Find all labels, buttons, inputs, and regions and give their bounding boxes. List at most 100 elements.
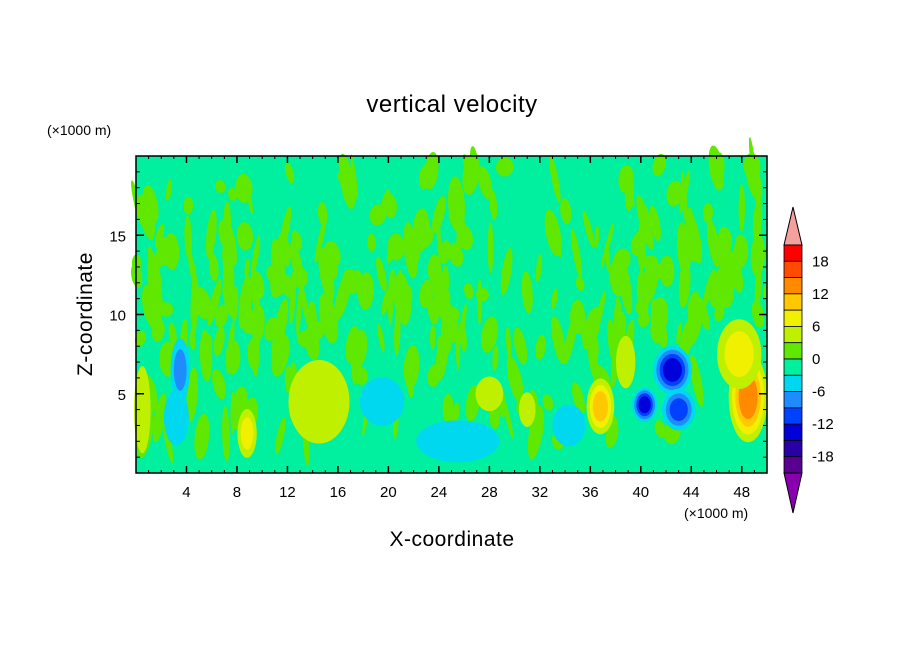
field-streak xyxy=(750,234,765,277)
field-contour xyxy=(669,398,688,421)
field-streak xyxy=(570,228,582,278)
y-axis-label: Z-coordinate xyxy=(74,252,97,376)
field-streak xyxy=(388,268,395,309)
field-contour xyxy=(416,420,500,463)
field-streak xyxy=(636,194,654,250)
field-streak xyxy=(199,330,213,382)
field-streak xyxy=(469,146,479,182)
field-streak xyxy=(447,176,466,233)
field-streak xyxy=(251,234,261,278)
field-streak xyxy=(718,242,734,299)
field-streak xyxy=(680,170,688,223)
field-contour xyxy=(173,349,187,391)
field-streak xyxy=(535,334,546,361)
field-streak xyxy=(527,405,544,460)
field-streak xyxy=(377,324,385,352)
field-streak xyxy=(726,250,744,293)
field-streak xyxy=(649,205,661,242)
field-streak xyxy=(209,253,219,282)
field-streak xyxy=(575,276,585,292)
field-streak xyxy=(384,194,397,219)
field-streak xyxy=(427,298,439,325)
field-streak xyxy=(505,326,512,360)
field-streak xyxy=(163,232,180,271)
field-streak xyxy=(279,206,292,253)
field-streak xyxy=(652,153,667,177)
field-streak xyxy=(154,223,165,249)
field-streak xyxy=(689,354,704,407)
field-streak xyxy=(683,271,691,293)
field-streak xyxy=(432,195,446,234)
field-streak xyxy=(551,316,566,364)
field-streak xyxy=(235,173,253,203)
field-contour xyxy=(662,358,682,382)
colorbar-extend-max xyxy=(783,206,803,246)
field-streak xyxy=(703,269,716,308)
field-streak xyxy=(314,217,327,264)
colorbar-label: 6 xyxy=(812,318,820,335)
x-tick-label: 20 xyxy=(380,484,397,501)
field-contour xyxy=(518,392,536,427)
field-streak xyxy=(207,278,222,326)
field-streak xyxy=(244,258,250,277)
field-streak xyxy=(642,255,659,271)
field-streak xyxy=(415,224,434,248)
field-streak xyxy=(350,356,356,385)
field-streak xyxy=(184,215,192,261)
field-streak xyxy=(685,210,702,264)
colorbar-label: 0 xyxy=(812,351,820,368)
field-streak xyxy=(350,154,358,200)
field-streak xyxy=(155,250,163,268)
field-streak xyxy=(186,367,198,423)
field-streak xyxy=(352,269,365,295)
field-streak xyxy=(743,153,761,180)
field-streak xyxy=(291,230,303,251)
field-streak xyxy=(438,240,452,264)
field-streak xyxy=(715,152,725,176)
field-streak xyxy=(495,157,514,177)
field-streak xyxy=(275,417,286,455)
field-streak xyxy=(754,269,761,323)
field-streak xyxy=(560,198,572,225)
colorbar-swatch xyxy=(783,260,803,278)
field-contour xyxy=(592,391,609,422)
field-streak xyxy=(367,233,376,252)
x-tick-label: 24 xyxy=(431,484,448,501)
field-streak xyxy=(609,259,626,297)
y-tick-label: 15 xyxy=(109,228,126,245)
field-streak xyxy=(158,302,174,317)
field-streak xyxy=(456,224,474,251)
field-streak xyxy=(637,217,646,272)
x-axis-label: X-coordinate xyxy=(389,528,514,551)
field-streak xyxy=(576,299,588,345)
colorbar-swatch xyxy=(783,391,803,409)
field-streak xyxy=(684,292,697,345)
field-streak xyxy=(659,255,675,287)
field-streak xyxy=(274,298,289,347)
colorbar-swatch xyxy=(783,342,803,360)
field-streak xyxy=(165,179,172,201)
x-tick-label: 4 xyxy=(182,484,190,501)
field-streak xyxy=(637,311,650,328)
field-streak xyxy=(551,288,558,309)
field-streak xyxy=(225,339,241,375)
field-streak xyxy=(500,390,514,439)
colorbar-extend-min xyxy=(783,472,803,514)
field-contour xyxy=(552,404,586,447)
field-streak xyxy=(205,209,217,259)
colorbar-swatch xyxy=(783,293,803,311)
field-streak xyxy=(513,327,528,365)
field-streak xyxy=(406,356,414,399)
x-tick-label: 28 xyxy=(481,484,498,501)
colorbar-swatch xyxy=(783,277,803,295)
colorbar-swatch xyxy=(783,440,803,458)
field-contour xyxy=(475,376,504,412)
field-streak xyxy=(521,271,533,314)
field-contour xyxy=(134,366,151,454)
x-axis-ticks: 4 8 12 16 20 24 28 32 36 40 44 48 xyxy=(148,156,755,501)
field-contour xyxy=(359,377,405,427)
field-streak xyxy=(427,254,442,284)
field-streak xyxy=(643,204,652,235)
field-contour xyxy=(163,389,189,446)
